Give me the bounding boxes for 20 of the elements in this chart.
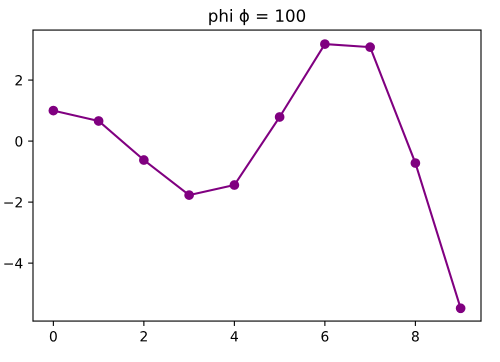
- point: [230, 180, 240, 190]
- y-tick-label: 0: [15, 136, 22, 147]
- x-tick-label: 8: [412, 331, 419, 342]
- point: [48, 106, 58, 116]
- point: [456, 303, 466, 314]
- y-tick-label: 2: [15, 75, 22, 86]
- point: [365, 42, 375, 52]
- point: [274, 112, 284, 122]
- y-tick-label: −4: [4, 258, 22, 268]
- point: [184, 190, 194, 200]
- x-tick-label: 2: [140, 331, 147, 342]
- point: [139, 155, 149, 165]
- point: [94, 116, 104, 126]
- point: [320, 39, 330, 49]
- y-tick-label: −2: [4, 197, 22, 208]
- point: [410, 158, 420, 168]
- chart-title: phi ϕ = 100: [209, 9, 306, 26]
- x-tick-label: 4: [230, 331, 238, 342]
- x-tick-label: 0: [50, 331, 57, 342]
- x-tick-label: 6: [321, 331, 328, 342]
